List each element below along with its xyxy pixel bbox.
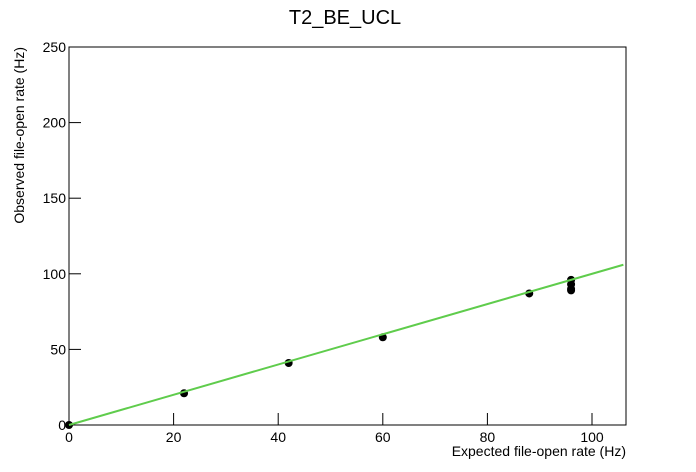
y-tick-label: 250 (43, 39, 67, 55)
y-tick-label: 200 (43, 115, 67, 131)
x-tick-label: 80 (480, 429, 496, 445)
y-tick-label: 150 (43, 190, 67, 206)
y-tick-label: 0 (58, 417, 66, 433)
data-point (567, 286, 576, 295)
y-axis-label: Observed file-open rate (Hz) (11, 47, 27, 224)
x-tick-label: 100 (580, 429, 604, 445)
plot-frame (68, 46, 627, 426)
fit-line (68, 263, 624, 426)
x-tick-label: 0 (65, 429, 73, 445)
x-tick-label: 60 (375, 429, 391, 445)
x-tick-label: 40 (270, 429, 286, 445)
y-tick-label: 50 (50, 341, 66, 357)
x-axis-label: Expected file-open rate (Hz) (452, 443, 626, 459)
chart-title: T2_BE_UCL (289, 7, 401, 29)
x-tick-label: 20 (166, 429, 182, 445)
y-tick-label: 100 (43, 266, 67, 282)
